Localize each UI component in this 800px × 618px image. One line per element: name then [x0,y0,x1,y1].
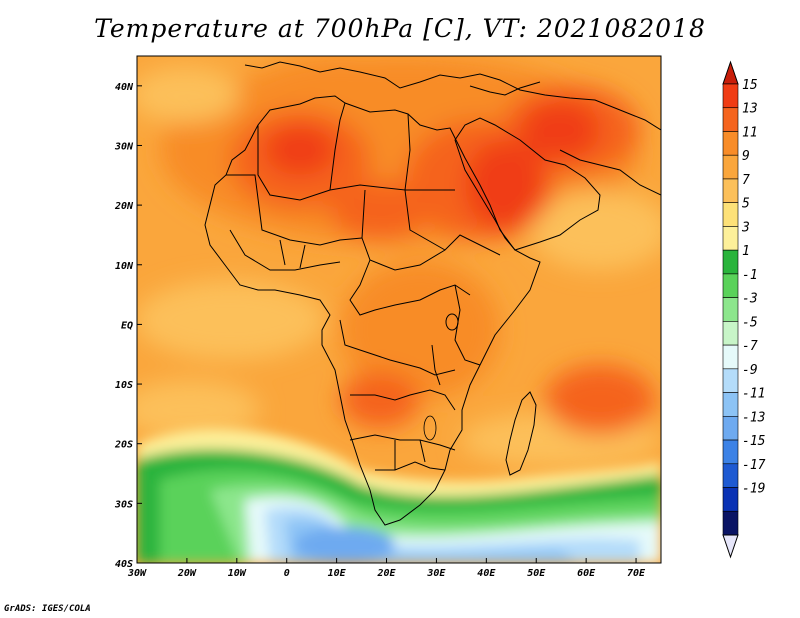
colorbar-level-label: 11 [742,125,758,140]
map-title: Temperature at 700hPa [C], VT: 202108201… [94,14,706,43]
colorbar-swatch [722,202,739,227]
lon-tick-label: 20W [177,568,197,579]
colorbar-level-label: 5 [742,197,750,212]
colorbar-swatch [722,416,739,441]
coastlines [204,61,661,526]
colorbar-level-label: -5 [742,315,758,330]
colorbar-swatch [722,463,739,488]
colorbar-swatch [722,154,739,180]
colorbar-swatch [722,83,739,109]
colorbar-swatch [722,510,739,536]
lon-tick-label: 10W [228,568,247,579]
colorbar-level-label: 1 [742,244,750,259]
colorbar-swatch [722,392,739,417]
lon-tick-label: 30W [127,568,147,579]
colorbar-level-label: 13 [742,102,758,117]
colorbar-level-label: 15 [742,78,758,93]
colorbar-swatch [722,273,739,298]
lon-tick-label: 0 [284,568,290,579]
colorbar-swatch [722,178,739,203]
colorbar-level-label: -17 [742,458,766,473]
colorbar-level-label: 9 [742,149,750,164]
colorbar-swatch [722,344,739,370]
lon-tick-label: 20E [376,568,396,579]
colorbar-level-label: -15 [742,434,766,449]
colorbar-swatch [722,368,739,393]
lat-tick-label: 30S [114,499,133,510]
colorbar-level-label: -9 [742,363,758,378]
colorbar-swatch [722,226,739,251]
colorbar-level-label: -1 [742,268,758,283]
axis-ticks: 30W 20W 10W 0 10E 20E 30E 40E 50E 60E 70E 40N 30N 20N… [114,82,646,579]
lat-tick-label: 40N [115,82,134,93]
lon-tick-label: 10E [328,568,347,579]
colorbar-level-label: 3 [741,220,750,235]
colorbar-swatch [722,297,739,322]
lat-tick-label: 40S [115,559,133,570]
colorbar-level-label: -7 [742,339,758,354]
colorbar-level-label: 7 [742,173,750,188]
colorbar-level-label: -11 [742,387,765,402]
credit-text: GrADS: IGES/COLA [4,604,91,614]
lon-tick-label: 40E [477,568,496,579]
lat-tick-label: 10S [115,380,133,391]
colorbar-top-cap [722,60,739,85]
lat-tick-label: 20S [114,440,133,451]
colorbar-swatch [722,107,739,132]
colorbar-level-label: -19 [742,482,765,497]
colorbar-swatch [722,321,739,346]
lat-tick-label: 20N [114,201,134,212]
lon-tick-label: 70E [627,568,646,579]
map-frame [136,55,662,564]
temperature-field [137,56,661,563]
lat-tick-label: 10N [115,261,134,272]
colorbar-level-label: -3 [742,292,758,307]
colorbar-bottom-cap [722,534,739,559]
lon-tick-label: 50E [527,568,546,579]
colorbar-swatch [722,249,739,275]
colorbar-level-label: -13 [742,410,765,425]
colorbar: 15 13 11 9 7 5 3 1 -1 -3 -5 -7 -9 -11 -13 -15 -17 -19 [722,60,766,559]
lat-tick-label: EQ [121,320,133,331]
lon-tick-label: 60E [577,568,596,579]
lon-tick-label: 30E [426,568,446,579]
lat-tick-label: 30N [114,141,134,152]
colorbar-swatch [722,487,739,512]
colorbar-swatch [722,131,739,156]
colorbar-swatch [722,439,739,465]
